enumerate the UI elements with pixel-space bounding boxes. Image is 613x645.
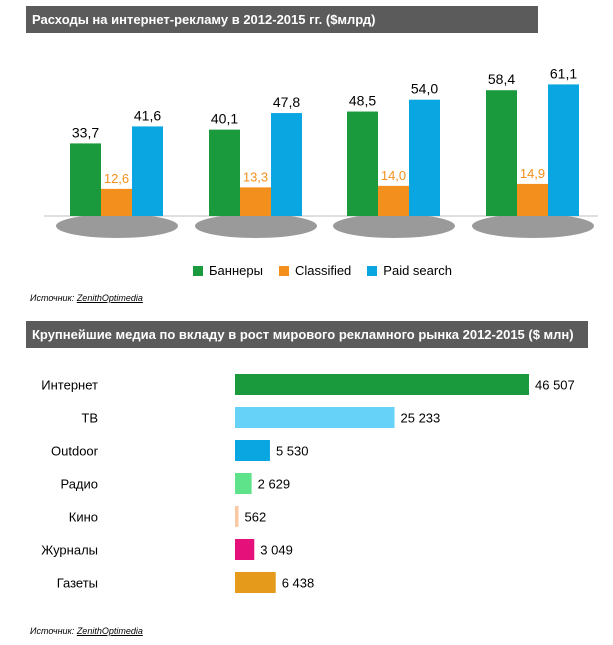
chart2-source: Источник: ZenithOptimedia <box>30 626 143 636</box>
chart1-title: Расходы на интернет-рекламу в 2012-2015 … <box>26 6 538 33</box>
data-label-banners: 58,4 <box>488 71 515 87</box>
data-label-classified: 13,3 <box>243 169 268 184</box>
bar-classified <box>517 183 548 216</box>
legend-swatch-classified <box>278 265 289 276</box>
category-label: ТВ <box>81 411 98 426</box>
category-label: Радио <box>60 477 98 492</box>
bar-banners <box>70 143 101 216</box>
legend-label-banners: Баннеры <box>209 263 263 278</box>
data-label-classified: 14,9 <box>520 166 545 181</box>
category-label: Журналы <box>41 543 98 558</box>
bar-4 <box>235 473 252 494</box>
chart1-legend: Баннеры Classified Paid search <box>193 263 452 278</box>
bar-paid-search <box>548 84 579 217</box>
data-label-banners: 33,7 <box>72 124 99 140</box>
bar-classified <box>101 188 132 216</box>
legend-swatch-banners <box>193 265 203 276</box>
data-label-banners: 40,1 <box>211 111 238 127</box>
bar-banners <box>486 90 517 216</box>
legend-label-paid-search: Paid search <box>383 263 452 278</box>
value-label: 6 438 <box>282 576 315 591</box>
chart2-plot: Интернет 46 507 ТВ 25 233 Outdoor 5 530 Радио 2… <box>41 374 575 593</box>
bar-banners <box>209 129 240 216</box>
chart1-source: Источник: ZenithOptimedia <box>30 293 143 303</box>
bar-paid-search <box>409 99 440 216</box>
bar-classified <box>378 185 409 216</box>
value-label: 5 530 <box>276 444 309 459</box>
legend-item-banners: Баннеры <box>193 263 263 278</box>
bar-paid-search <box>271 113 302 216</box>
bar-1 <box>235 374 529 395</box>
bar-2 <box>235 407 395 428</box>
category-label: Кино <box>69 510 98 525</box>
chart1-group-shadow <box>195 214 317 238</box>
data-label-classified: 14,0 <box>381 168 406 183</box>
chart1-group-shadow <box>472 214 594 238</box>
chart2-source-prefix: Источник: <box>30 626 77 636</box>
data-label-banners: 48,5 <box>349 93 376 109</box>
value-label: 562 <box>245 510 267 525</box>
bar-classified <box>240 187 271 216</box>
category-label: Газеты <box>57 576 98 591</box>
bar-paid-search <box>132 126 163 216</box>
legend-label-classified: Classified <box>294 263 352 278</box>
value-label: 2 629 <box>258 477 291 492</box>
data-label-paid-search: 41,6 <box>134 107 161 123</box>
chart1-group-shadow <box>56 214 178 238</box>
value-label: 46 507 <box>535 378 575 393</box>
bar-6 <box>235 539 255 560</box>
bar-banners <box>347 111 378 216</box>
value-label: 25 233 <box>401 411 441 426</box>
data-label-paid-search: 54,0 <box>411 81 438 97</box>
value-label: 3 049 <box>260 543 293 558</box>
legend-item-classified: Classified <box>278 263 352 278</box>
legend-swatch-paid-search <box>367 265 378 276</box>
chart1-plot: 33,7 12,6 41,6 40,1 13,3 47,8 48,5 14,0 54,0 58,4… <box>44 65 598 238</box>
chart1-group-shadow <box>333 214 455 238</box>
data-label-paid-search: 61,1 <box>550 65 577 81</box>
data-label-paid-search: 47,8 <box>273 94 300 110</box>
bar-5 <box>235 506 239 527</box>
chart1-source-name: ZenithOptimedia <box>76 293 143 303</box>
chart1-source-prefix: Источник: <box>30 293 77 303</box>
bar-3 <box>235 440 270 461</box>
bar-7 <box>235 572 276 593</box>
data-label-classified: 12,6 <box>104 171 129 186</box>
category-label: Outdoor <box>51 444 99 459</box>
legend-item-paid-search: Paid search <box>367 263 452 278</box>
chart2-source-name: ZenithOptimedia <box>76 626 143 636</box>
category-label: Интернет <box>41 378 98 393</box>
chart2-title: Крупнейшие медиа по вкладу в рост мирово… <box>26 321 588 348</box>
